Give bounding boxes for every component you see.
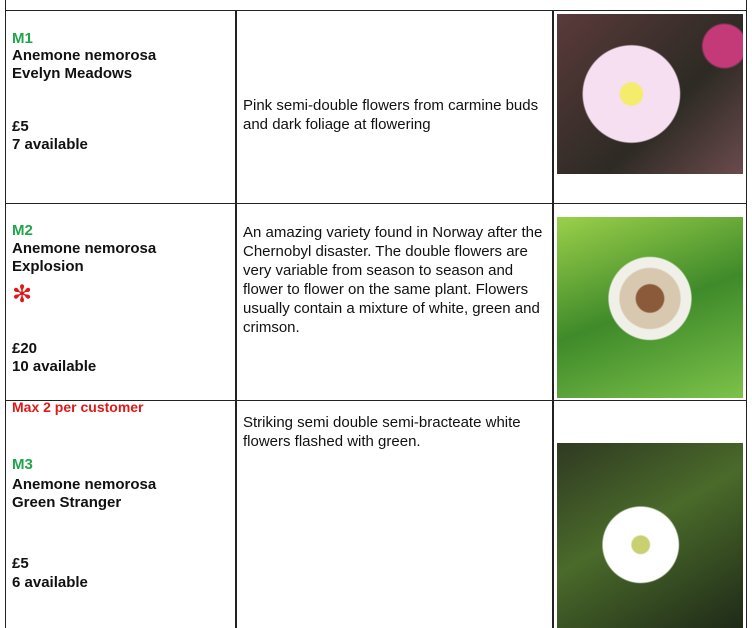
border: [746, 0, 747, 628]
description: Pink semi-double flowers from carmine bu…: [243, 97, 539, 133]
description: Striking semi double semi-bracteate whit…: [243, 414, 521, 450]
species: Anemone nemorosa: [12, 476, 157, 493]
border: [5, 203, 747, 204]
marker: ✻: [12, 281, 33, 308]
code: M2: [12, 222, 33, 239]
variety: Explosion: [12, 258, 84, 275]
plant-photo: [557, 443, 743, 628]
border: [5, 10, 747, 11]
plant-photo: [557, 14, 743, 174]
border: [235, 10, 237, 628]
availability: 10 available: [12, 358, 97, 375]
code: M1: [12, 30, 33, 47]
plant-photo: [557, 217, 743, 398]
border: [5, 400, 747, 401]
species: Anemone nemorosa: [12, 47, 157, 64]
price: £5: [12, 118, 29, 135]
variety: Evelyn Meadows: [12, 65, 133, 82]
border: [552, 10, 554, 628]
species: Anemone nemorosa: [12, 240, 157, 257]
availability: 6 available: [12, 574, 88, 591]
availability: 7 available: [12, 136, 88, 153]
price: £5: [12, 555, 29, 572]
limit-note: Max 2 per customer: [12, 399, 144, 415]
border: [5, 0, 6, 628]
price: £20: [12, 340, 38, 357]
description: An amazing variety found in Norway after…: [243, 224, 543, 336]
variety: Green Stranger: [12, 494, 122, 511]
code: M3: [12, 456, 33, 473]
